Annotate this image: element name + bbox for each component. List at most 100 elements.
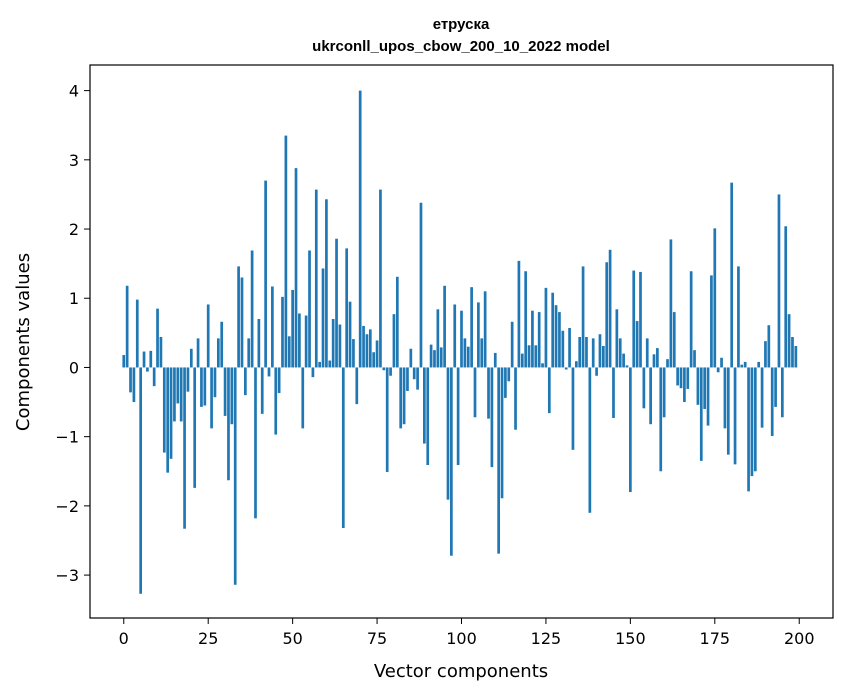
bar [639,271,642,368]
bar [379,189,382,368]
bar [402,367,406,425]
bar [277,367,281,394]
bar [753,367,757,472]
bar [362,325,365,368]
bar [250,250,254,368]
bar [274,367,278,435]
bar [227,367,230,481]
bar [659,367,663,472]
y-tick-label: −1 [55,428,79,447]
bar [558,312,561,368]
bar [331,319,335,368]
bar [183,367,186,529]
bar [656,348,659,368]
bar [585,337,588,368]
bar [325,199,328,368]
bar [173,367,176,422]
bar [625,365,629,368]
chart-subtitle: ukrconll_upos_cbow_200_10_2022 model [312,38,610,55]
bar [534,345,538,368]
bar [406,367,409,391]
bar [483,291,487,368]
bar [517,260,521,368]
bar [304,315,308,368]
bar [487,367,490,419]
bar [666,359,669,368]
bar [531,310,534,368]
bar [737,266,740,368]
bar [726,367,730,455]
bar [689,271,693,368]
bar [210,367,213,429]
bar [574,361,578,368]
bar [301,367,305,429]
bar-series [122,90,798,594]
bar [716,367,720,373]
bar [477,302,480,368]
y-tick-label: 1 [69,289,79,308]
bar [720,357,723,368]
bar [291,289,294,368]
bar [672,312,676,368]
bar [412,367,416,380]
bar [298,313,301,368]
bar [159,337,163,368]
bar [480,338,484,368]
bar [196,338,200,368]
bar [389,367,392,376]
bar [203,367,207,406]
bar [135,299,139,368]
bar [368,329,372,368]
bar [176,367,180,404]
x-tick-label: 75 [367,629,387,648]
bar [578,337,582,368]
bar [774,367,777,407]
bar [622,353,625,368]
y-tick-label: −3 [55,566,79,585]
bar [757,361,761,368]
bar [662,367,666,418]
bar [591,338,595,368]
bar [429,344,433,368]
bar [713,228,717,368]
bar [470,287,473,368]
bar [787,314,791,368]
bar [554,305,558,368]
bar [450,367,453,556]
y-axis-label: Components values [13,253,34,431]
bar [247,338,251,368]
bar [419,202,423,368]
bar [206,304,210,368]
bar [699,367,703,461]
bar [284,135,288,368]
bar [780,367,784,418]
bar [244,367,247,396]
bar [527,345,531,368]
bar [433,350,436,368]
x-tick-label: 200 [784,629,815,648]
bar [703,367,707,409]
bar [541,363,544,368]
bar [750,367,754,477]
x-axis-label: Vector components [374,661,548,682]
bar [510,321,514,368]
bar [791,337,794,368]
bar [142,351,146,368]
bar [710,275,713,368]
bar [608,249,612,368]
bar [645,338,649,368]
bar [287,336,291,368]
bar [189,348,193,368]
bar [281,296,284,368]
bar [794,346,798,368]
chart-title: етруска [433,16,490,33]
bar [186,367,190,392]
bar [669,239,673,368]
bar [193,367,197,488]
bar [652,354,656,368]
bar [311,367,315,378]
bar [612,367,615,418]
bar [683,367,686,403]
bar [635,321,639,368]
bar [764,341,767,368]
